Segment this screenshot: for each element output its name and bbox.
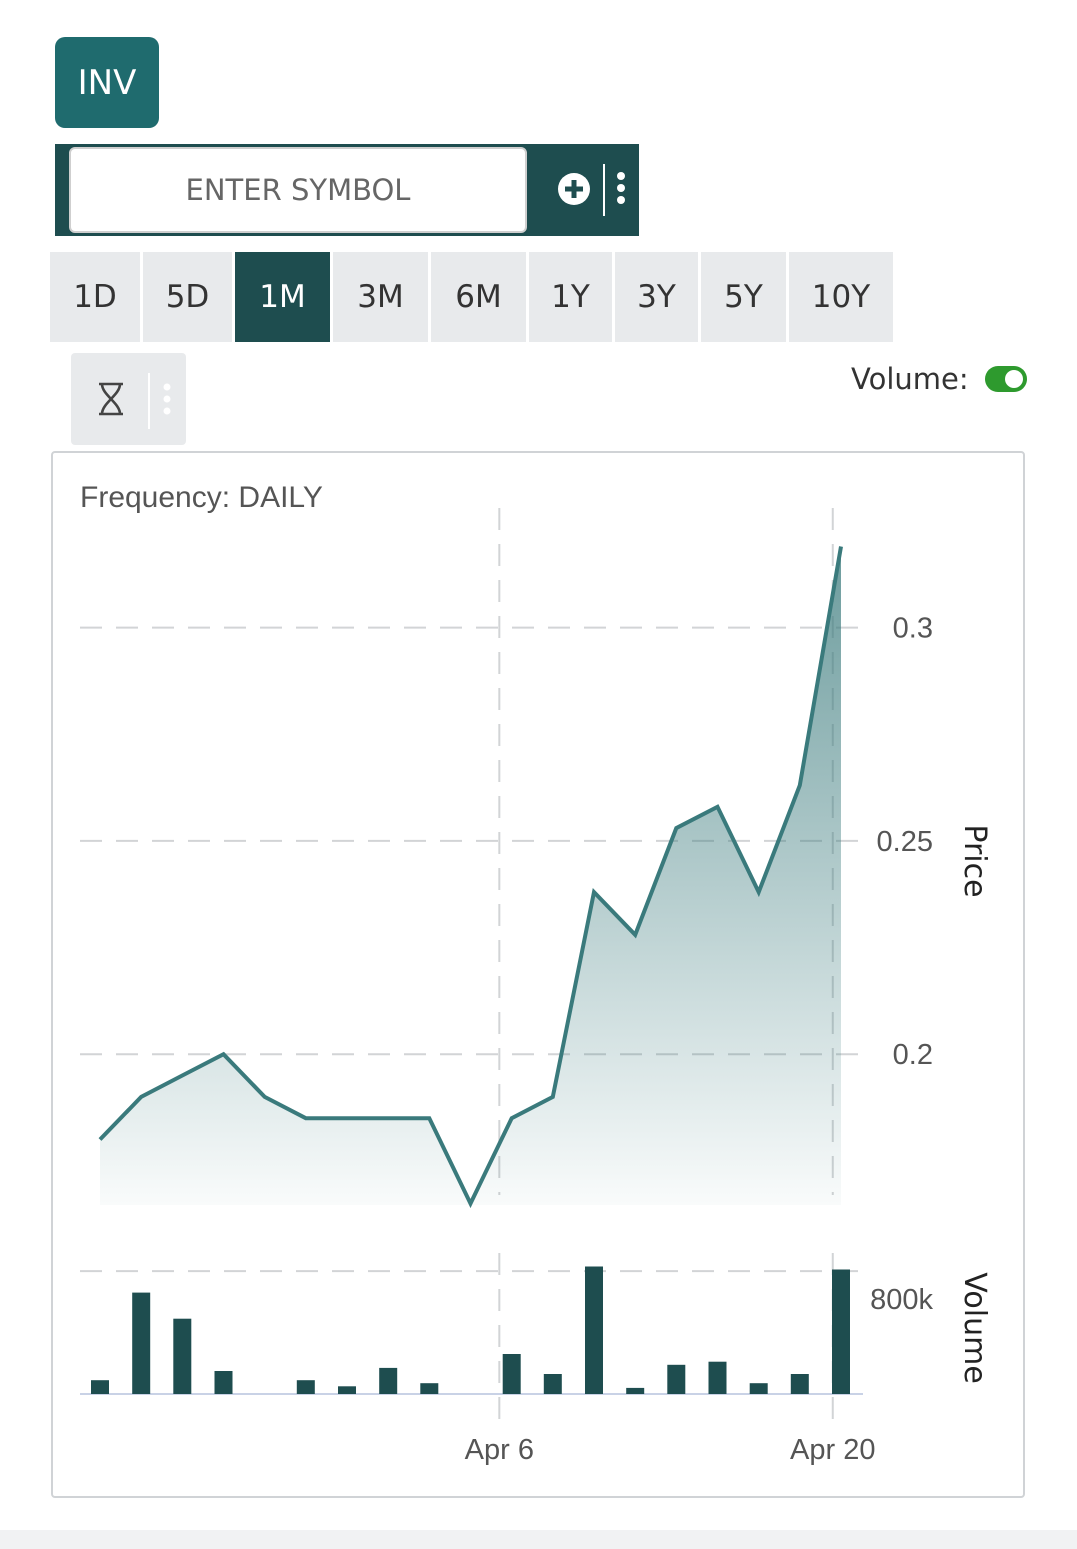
volume-bar	[214, 1371, 233, 1394]
ticker-badge[interactable]: INV	[55, 37, 159, 128]
hourglass-icon[interactable]	[93, 381, 129, 417]
volume-bar	[667, 1364, 686, 1394]
volume-bar	[502, 1354, 521, 1394]
volume-bar	[626, 1387, 645, 1394]
symbol-search-input[interactable]	[69, 147, 527, 233]
period-button-10y[interactable]: 10Y	[789, 252, 893, 342]
chart-tools	[71, 353, 186, 445]
volume-bar	[749, 1383, 768, 1394]
price-tick-label: 0.2	[893, 1039, 933, 1071]
volume-bar	[379, 1367, 398, 1394]
volume-bar	[296, 1380, 315, 1394]
volume-bar	[832, 1269, 850, 1394]
vertical-dots-icon[interactable]	[613, 168, 629, 212]
tools-divider	[148, 373, 150, 429]
period-button-3m[interactable]: 3M	[333, 252, 428, 342]
volume-bar	[790, 1374, 809, 1394]
axis-labels: 0.2 0.25 0.3 800k Apr 6 Apr 20 Price Volume	[465, 613, 992, 1466]
volume-toggle-label: Volume:	[851, 362, 969, 396]
toggle-knob	[1005, 370, 1023, 388]
volume-axis-title: Volume	[957, 1272, 992, 1384]
volume-bar	[173, 1318, 192, 1394]
x-tick-label: Apr 20	[790, 1434, 875, 1466]
volume-bar	[91, 1380, 109, 1394]
volume-tick-label: 800k	[870, 1284, 933, 1316]
volume-toggle[interactable]	[985, 366, 1027, 392]
period-button-6m[interactable]: 6M	[431, 252, 526, 342]
period-selector: 1D 5D 1M 3M 6M 1Y 3Y 5Y 10Y	[50, 252, 893, 342]
frequency-label: Frequency: DAILY	[80, 481, 323, 514]
price-area	[100, 546, 841, 1205]
plus-circle-icon[interactable]	[556, 171, 592, 207]
period-button-1m[interactable]: 1M	[235, 252, 330, 342]
period-button-1d[interactable]: 1D	[50, 252, 140, 342]
price-tick-label: 0.3	[893, 613, 933, 645]
volume-bar	[585, 1266, 603, 1394]
price-volume-chart[interactable]: Frequency: DAILY 0.2 0.25 0.3 800k Apr 6 Apr …	[53, 453, 1023, 1496]
bottom-strip	[0, 1530, 1077, 1549]
volume-bar	[132, 1292, 151, 1394]
ticker-label: INV	[77, 62, 137, 103]
vertical-dots-icon[interactable]	[160, 381, 174, 417]
volume-bar	[338, 1386, 356, 1394]
symbol-toolbar	[55, 144, 639, 236]
period-button-3y[interactable]: 3Y	[615, 252, 698, 342]
volume-bar	[708, 1361, 727, 1394]
period-button-5y[interactable]: 5Y	[701, 252, 786, 342]
chart-panel: Frequency: DAILY 0.2 0.25 0.3 800k Apr 6 Apr …	[51, 451, 1025, 1498]
volume-bar	[420, 1383, 439, 1394]
period-button-5d[interactable]: 5D	[143, 252, 232, 342]
x-tick-label: Apr 6	[465, 1434, 534, 1466]
toolbar-divider	[603, 164, 605, 216]
price-axis-title: Price	[957, 824, 992, 897]
volume-series	[91, 1266, 850, 1394]
price-series	[98, 546, 843, 1209]
price-line	[98, 546, 843, 1209]
price-tick-label: 0.25	[877, 826, 933, 858]
period-button-1y[interactable]: 1Y	[529, 252, 612, 342]
volume-bar	[543, 1374, 562, 1394]
